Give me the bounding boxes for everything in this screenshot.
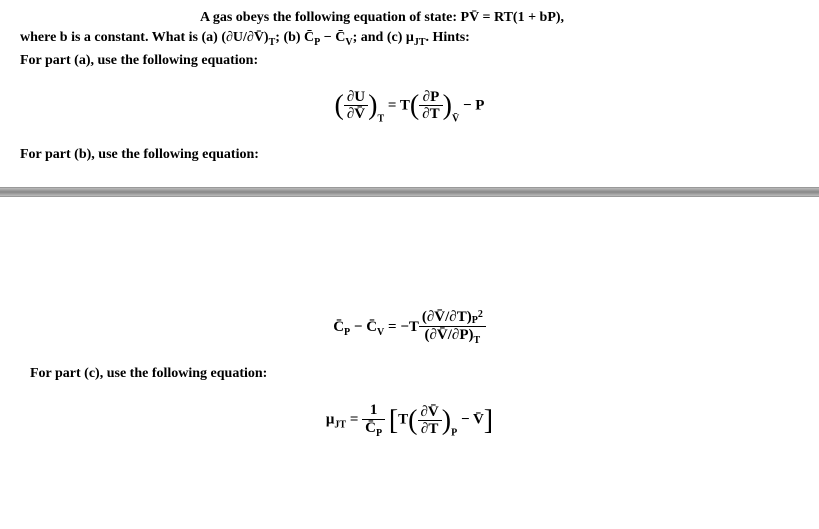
equation-c: μJT = 1C̄P [T(∂V̄∂T)P − V̄] — [20, 402, 799, 441]
problem-line3: For part (a), use the following equation… — [20, 53, 258, 68]
part-c-label: For part (c), use the following equation… — [30, 364, 799, 384]
problem-line1: A gas obeys the following equation of st… — [200, 10, 564, 25]
equation-b: C̄P − C̄V = −T(∂V̄/∂T)P2(∂V̄/∂P)T — [20, 309, 799, 346]
problem-line2: where b is a constant. What is (a) (∂U/∂… — [20, 30, 269, 45]
part-b-label: For part (b), use the following equation… — [20, 145, 799, 165]
section-divider — [0, 187, 819, 197]
problem-statement: A gas obeys the following equation of st… — [20, 8, 799, 71]
equation-a: (∂U∂V̄)T = T(∂P∂T)V̄ − P — [20, 89, 799, 127]
